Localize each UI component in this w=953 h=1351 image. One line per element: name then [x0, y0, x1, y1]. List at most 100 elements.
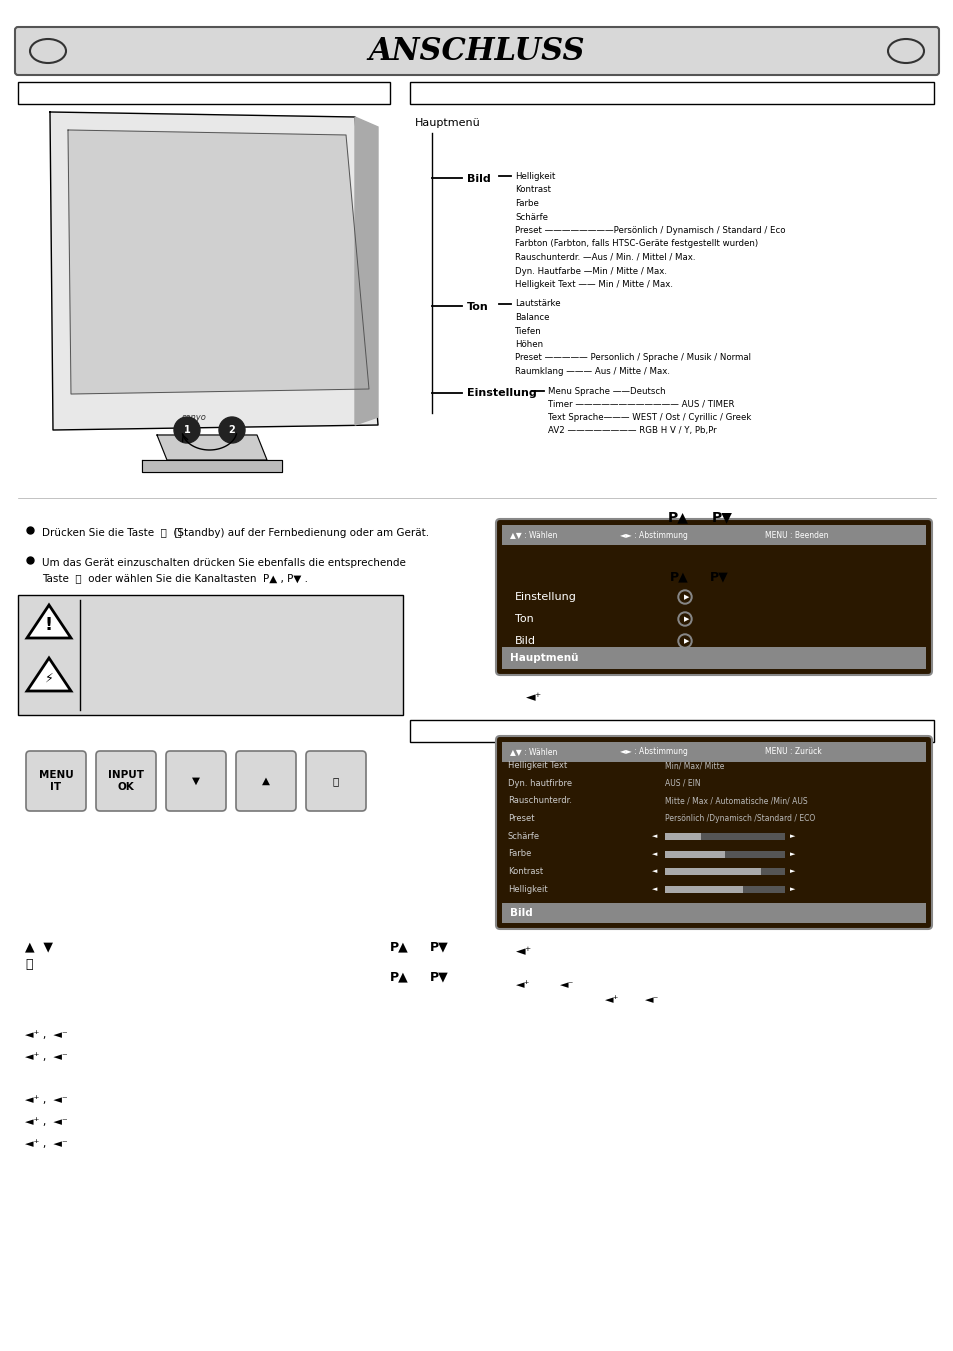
Text: Ton: Ton — [467, 301, 488, 312]
Circle shape — [173, 417, 200, 443]
Text: ◄: ◄ — [651, 869, 657, 874]
Text: ANSCHLUSS: ANSCHLUSS — [369, 35, 584, 66]
Text: ▲▼ : Wählen: ▲▼ : Wählen — [510, 747, 557, 757]
Text: P▲: P▲ — [390, 970, 408, 984]
Text: Hauptmenü: Hauptmenü — [415, 118, 480, 128]
Text: ►: ► — [789, 869, 795, 874]
Text: ►: ► — [789, 886, 795, 892]
Text: Höhen: Höhen — [515, 340, 542, 349]
Text: ◄⁺ ,  ◄⁻: ◄⁺ , ◄⁻ — [25, 1052, 68, 1062]
Text: !: ! — [45, 616, 53, 634]
Text: Hauptmenü: Hauptmenü — [510, 653, 578, 663]
Text: Einstellung: Einstellung — [515, 592, 577, 603]
Text: Schärfe: Schärfe — [507, 832, 539, 840]
Bar — [410, 82, 933, 104]
FancyBboxPatch shape — [96, 751, 156, 811]
Text: Preset: Preset — [507, 815, 534, 823]
Bar — [501, 902, 925, 923]
Text: ▲  ▼: ▲ ▼ — [25, 940, 53, 952]
Text: P▼: P▼ — [430, 940, 448, 952]
Text: AV2 ———————— RGB H V / Y, Pb,Pr: AV2 ———————— RGB H V / Y, Pb,Pr — [547, 426, 716, 435]
Text: Helligkeit: Helligkeit — [515, 172, 555, 181]
Bar — [664, 834, 784, 840]
Text: Lautstärke: Lautstärke — [515, 300, 560, 308]
Text: P▲: P▲ — [669, 570, 688, 584]
Ellipse shape — [887, 39, 923, 63]
Text: Mitte / Max / Automatische /Min/ AUS: Mitte / Max / Automatische /Min/ AUS — [664, 796, 807, 805]
FancyBboxPatch shape — [496, 736, 931, 929]
Bar — [501, 526, 925, 544]
Text: ◄⁺: ◄⁺ — [516, 979, 530, 990]
Text: INPUT
OK: INPUT OK — [108, 770, 144, 792]
Polygon shape — [355, 118, 377, 426]
FancyBboxPatch shape — [15, 27, 938, 76]
Text: ▶: ▶ — [683, 638, 689, 644]
Text: MENU : Zurück: MENU : Zurück — [764, 747, 821, 757]
Text: Farbe: Farbe — [507, 850, 531, 858]
Bar — [664, 886, 784, 893]
Text: P▲: P▲ — [667, 509, 688, 524]
Text: Persönlich /Dynamisch /Standard / ECO: Persönlich /Dynamisch /Standard / ECO — [664, 815, 815, 823]
Text: ▲: ▲ — [262, 775, 270, 786]
Circle shape — [678, 634, 691, 648]
FancyBboxPatch shape — [306, 751, 366, 811]
Text: 1: 1 — [183, 426, 191, 435]
Text: Bild: Bild — [510, 908, 532, 917]
Text: ◄⁺: ◄⁺ — [516, 944, 532, 958]
Text: Helligkeit: Helligkeit — [507, 885, 547, 893]
Text: ▼: ▼ — [192, 775, 200, 786]
Text: Preset ————— Personlich / Sprache / Musik / Normal: Preset ————— Personlich / Sprache / Musi… — [515, 354, 750, 362]
FancyBboxPatch shape — [235, 751, 295, 811]
Text: Dyn. Hautfarbe —Min / Mitte / Max.: Dyn. Hautfarbe —Min / Mitte / Max. — [515, 266, 666, 276]
Text: ▲▼ : Wählen: ▲▼ : Wählen — [510, 531, 557, 539]
Bar — [410, 720, 933, 742]
Text: ◄⁺: ◄⁺ — [525, 690, 541, 704]
Circle shape — [679, 613, 689, 624]
Text: Kontrast: Kontrast — [515, 185, 551, 195]
FancyBboxPatch shape — [166, 751, 226, 811]
Text: Helligkeit Text —— Min / Mitte / Max.: Helligkeit Text —— Min / Mitte / Max. — [515, 280, 672, 289]
Text: Menu Sprache ——Deutsch: Menu Sprache ——Deutsch — [547, 386, 665, 396]
Text: ◄► : Abstimmung: ◄► : Abstimmung — [619, 747, 687, 757]
Text: ⏻: ⏻ — [333, 775, 338, 786]
Text: Um das Gerät einzuschalten drücken Sie ebenfalls die entsprechende: Um das Gerät einzuschalten drücken Sie e… — [42, 558, 405, 567]
Text: Tiefen: Tiefen — [515, 327, 541, 335]
Text: ►: ► — [789, 834, 795, 839]
Text: Min/ Max/ Mitte: Min/ Max/ Mitte — [664, 761, 723, 770]
Text: Bild: Bild — [515, 636, 536, 646]
Bar — [664, 834, 700, 840]
Text: ◄⁻: ◄⁻ — [644, 994, 659, 1005]
Text: Rauschunterdr. —Aus / Min. / Mittel / Max.: Rauschunterdr. —Aus / Min. / Mittel / Ma… — [515, 253, 695, 262]
Bar — [18, 82, 390, 104]
Polygon shape — [157, 435, 267, 459]
Text: ◄: ◄ — [651, 834, 657, 839]
Bar — [501, 742, 925, 762]
Text: AUS / EIN: AUS / EIN — [664, 778, 700, 788]
Text: ◄⁺ ,  ◄⁻: ◄⁺ , ◄⁻ — [25, 1029, 68, 1040]
Text: ▶: ▶ — [683, 616, 689, 621]
Bar — [18, 594, 402, 715]
Polygon shape — [27, 605, 71, 638]
Bar — [664, 869, 784, 875]
Bar — [664, 851, 724, 858]
Text: Rauschunterdr.: Rauschunterdr. — [507, 796, 572, 805]
Text: Einstellung: Einstellung — [467, 389, 537, 399]
Text: ⏻: ⏻ — [174, 528, 181, 538]
Ellipse shape — [30, 39, 66, 63]
Text: ►: ► — [789, 851, 795, 857]
Text: Schärfe: Schärfe — [515, 212, 547, 222]
Text: ◄⁻: ◄⁻ — [559, 979, 574, 990]
Polygon shape — [68, 130, 369, 394]
Circle shape — [679, 592, 689, 603]
Circle shape — [219, 417, 245, 443]
Bar — [664, 869, 760, 875]
Bar — [664, 851, 784, 858]
Bar — [664, 886, 742, 893]
Text: Farbe: Farbe — [515, 199, 538, 208]
Text: P▼: P▼ — [430, 970, 448, 984]
Text: Text Sprache——— WEST / Ost / Cyrillic / Greek: Text Sprache——— WEST / Ost / Cyrillic / … — [547, 412, 751, 422]
Text: Dyn. hautfirbre: Dyn. hautfirbre — [507, 778, 572, 788]
Text: MENU
IT: MENU IT — [38, 770, 73, 792]
Polygon shape — [142, 459, 282, 471]
Text: Taste  ␀  oder wählen Sie die Kanaltasten  P▲ , P▼ .: Taste ␀ oder wählen Sie die Kanaltasten … — [42, 573, 308, 584]
